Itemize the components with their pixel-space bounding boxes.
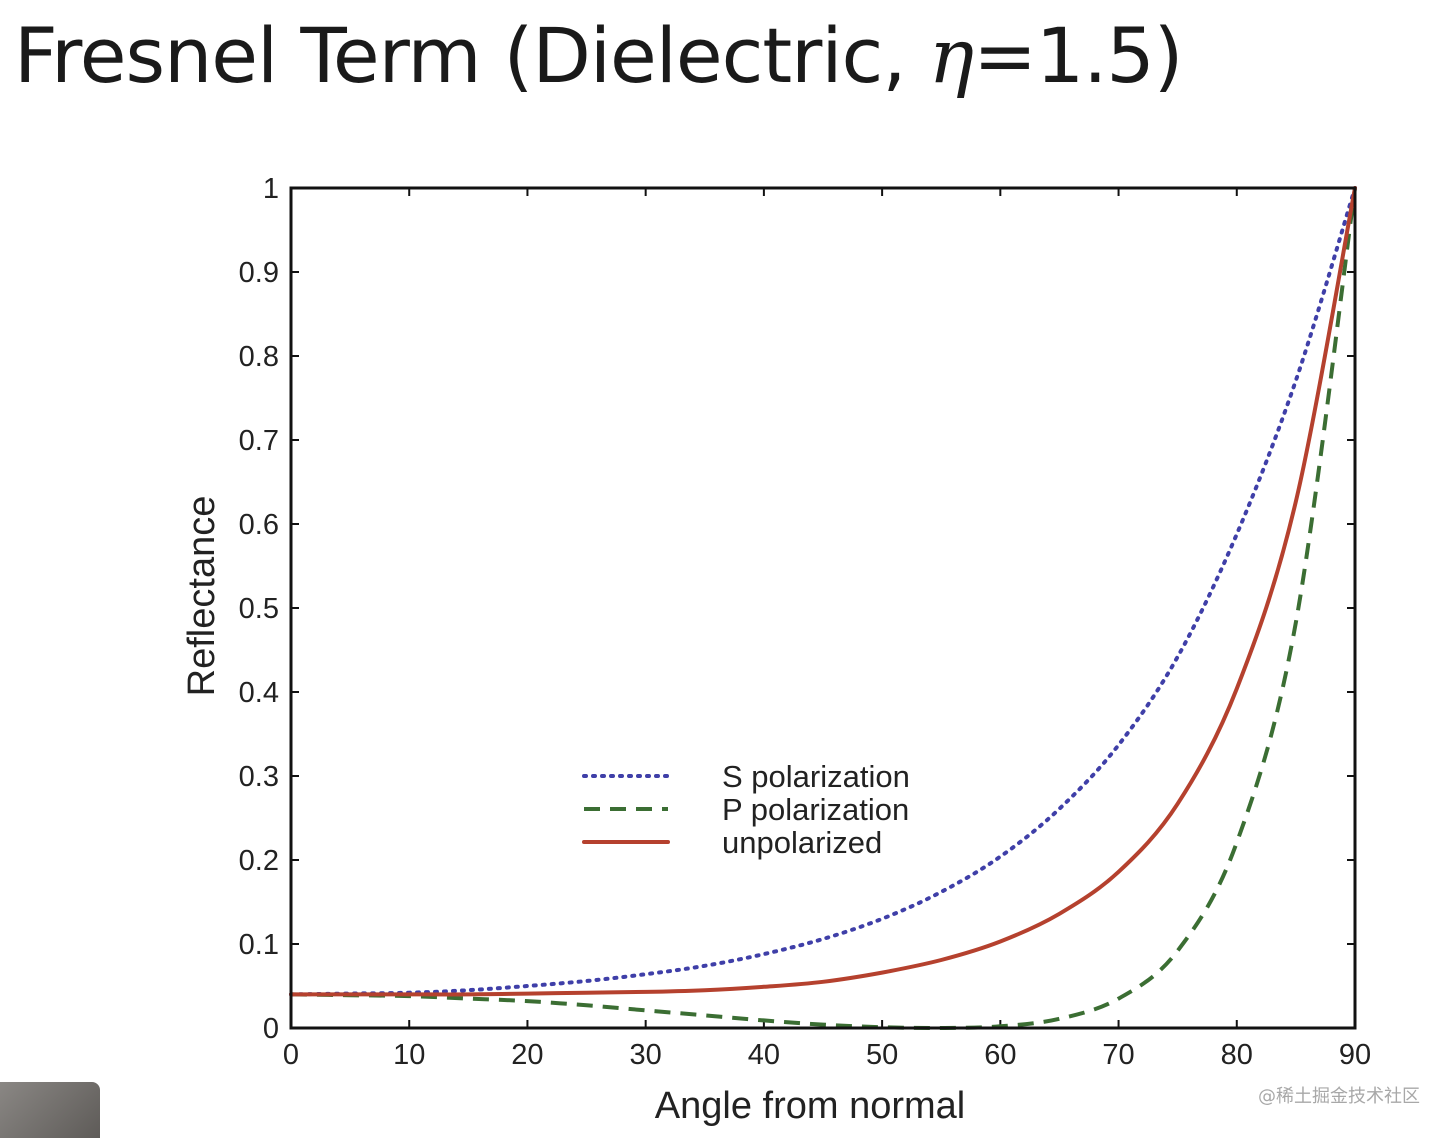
y-tick-label: 0.5 xyxy=(239,593,279,625)
title-prefix: Fresnel Term (Dielectric, xyxy=(14,11,929,100)
series-layer xyxy=(289,186,1357,1031)
y-tick-label: 0.7 xyxy=(239,425,279,457)
y-tick-label: 0.3 xyxy=(239,761,279,793)
plot-frame xyxy=(289,186,1357,1030)
series-line-p-polarization xyxy=(290,187,1357,1031)
slide-title: Fresnel Term (Dielectric, η=1.5) xyxy=(14,11,1183,100)
title-eta-symbol: η xyxy=(928,11,975,100)
ticks-layer xyxy=(290,187,1356,1029)
x-tick-label: 40 xyxy=(748,1039,780,1071)
y-tick-label: 0.2 xyxy=(239,845,279,877)
x-tick-label: 0 xyxy=(283,1039,299,1071)
x-tick-label: 50 xyxy=(866,1039,898,1071)
legend-label: P polarization xyxy=(722,792,909,827)
y-axis-title: Reflectance xyxy=(181,496,223,697)
x-tick-label: 30 xyxy=(630,1039,662,1071)
y-tick-label: 0.8 xyxy=(239,341,279,373)
watermark: @稀土掘金技术社区 xyxy=(1258,1086,1420,1107)
labels-layer: 0 10 20 30 40 50 60 70 80 90 0 0.1 0.2 0.3 0.4 0.5 0.6 0.… xyxy=(239,173,1371,1071)
y-tick-label: 0 xyxy=(263,1013,279,1045)
y-tick-label: 0.6 xyxy=(239,509,279,541)
x-tick-label: 70 xyxy=(1102,1039,1134,1071)
y-tick-label: 0.9 xyxy=(239,257,279,289)
legend-label: S polarization xyxy=(722,759,910,794)
x-tick-label: 60 xyxy=(984,1039,1016,1071)
y-tick-label: 0.4 xyxy=(239,677,279,709)
x-axis-title: Angle from normal xyxy=(655,1085,965,1127)
x-tick-label: 10 xyxy=(393,1039,425,1071)
title-suffix: =1.5) xyxy=(973,11,1183,100)
x-tick-label: 20 xyxy=(511,1039,543,1071)
x-tick-label: 80 xyxy=(1221,1039,1253,1071)
video-thumbnail xyxy=(0,1082,100,1138)
y-tick-label: 0.1 xyxy=(239,929,279,961)
series-line-unpolarized xyxy=(289,186,1357,997)
y-tick-label: 1 xyxy=(263,173,279,205)
legend-label: unpolarized xyxy=(722,825,882,860)
x-tick-label: 90 xyxy=(1339,1039,1371,1071)
series-line-s-polarization xyxy=(289,186,1357,997)
